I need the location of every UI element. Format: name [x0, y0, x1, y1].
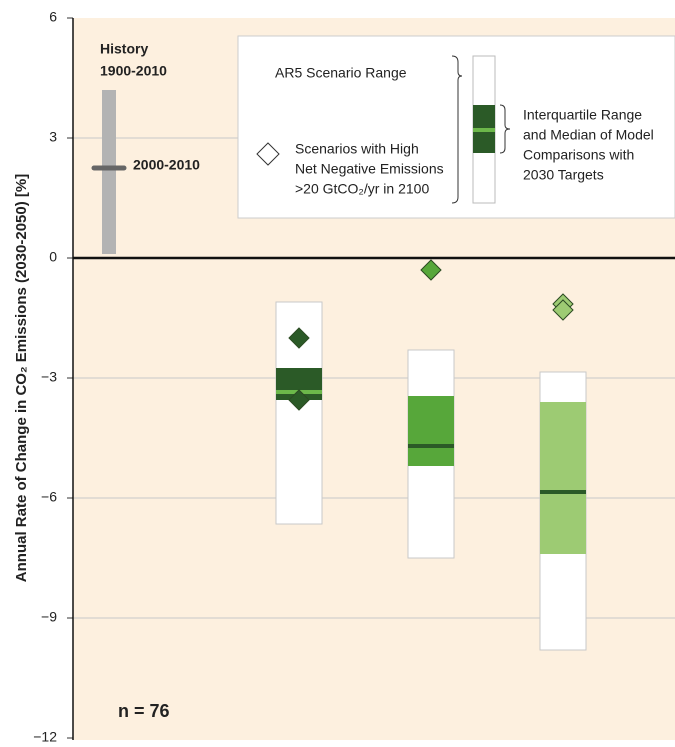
y-tick-label: 6: [49, 9, 57, 25]
y-tick-label: −9: [41, 609, 57, 625]
legend-box: [237, 35, 675, 219]
y-tick-label: −6: [41, 489, 57, 505]
legend-iqr-label: Interquartile Range: [523, 107, 642, 123]
legend-range-label: AR5 Scenario Range: [275, 65, 407, 81]
diamond: [288, 389, 310, 411]
y-tick-label: 3: [49, 129, 57, 145]
legend-iqr-label: 2030 Targets: [523, 167, 604, 183]
legend-bracket: [499, 104, 511, 154]
legend-diamond-label: Net Negative Emissions: [295, 161, 444, 177]
legend-diamond: [256, 142, 280, 166]
diamond: [420, 259, 442, 281]
diamond: [288, 327, 310, 349]
y-axis-label: Annual Rate of Change in CO₂ Emissions (…: [13, 174, 30, 582]
legend-diamond-label: >20 GtCO₂/yr in 2100: [295, 181, 429, 197]
diamond: [552, 299, 574, 321]
history-recent-label: 2000-2010: [133, 157, 200, 173]
y-tick-label: 0: [49, 249, 57, 265]
annotation: n = 76: [118, 701, 170, 721]
legend-diamond-label: Scenarios with High: [295, 141, 419, 157]
legend-iqr-label: and Median of Model: [523, 127, 654, 143]
legend-iqr-label: Comparisons with: [523, 147, 634, 163]
history-bar: [102, 90, 116, 254]
legend-bracket: [451, 55, 463, 204]
iqr-box: [408, 396, 454, 466]
history-period: 1900-2010: [100, 63, 167, 79]
iqr-box: [540, 402, 586, 554]
history-label: History: [100, 41, 148, 57]
y-tick-label: −12: [33, 729, 57, 745]
y-tick-label: −3: [41, 369, 57, 385]
